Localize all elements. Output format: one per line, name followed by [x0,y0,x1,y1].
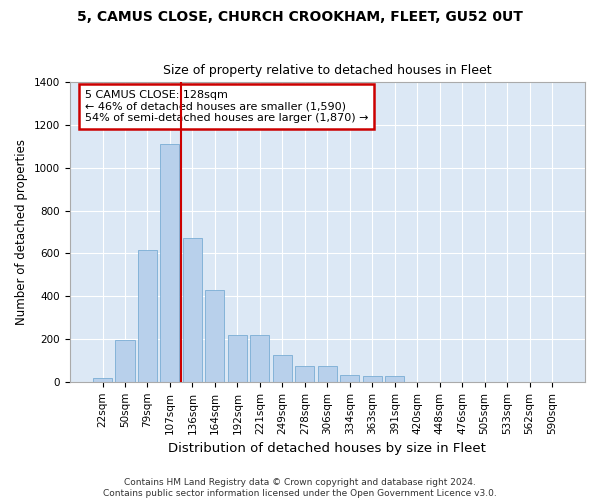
Bar [138,250,157,382]
Bar [385,376,404,382]
Title: Size of property relative to detached houses in Fleet: Size of property relative to detached ho… [163,64,491,77]
Bar [160,144,179,382]
Text: 5, CAMUS CLOSE, CHURCH CROOKHAM, FLEET, GU52 0UT: 5, CAMUS CLOSE, CHURCH CROOKHAM, FLEET, … [77,10,523,24]
Bar [93,378,112,382]
Bar [318,366,337,382]
Bar [228,335,247,382]
Bar [250,335,269,382]
Bar [115,340,134,382]
Bar [295,366,314,382]
Text: 5 CAMUS CLOSE: 128sqm
← 46% of detached houses are smaller (1,590)
54% of semi-d: 5 CAMUS CLOSE: 128sqm ← 46% of detached … [85,90,368,123]
Bar [362,376,382,382]
Bar [340,375,359,382]
X-axis label: Distribution of detached houses by size in Fleet: Distribution of detached houses by size … [169,442,486,455]
Bar [273,355,292,382]
Y-axis label: Number of detached properties: Number of detached properties [15,139,28,325]
Text: Contains HM Land Registry data © Crown copyright and database right 2024.
Contai: Contains HM Land Registry data © Crown c… [103,478,497,498]
Bar [205,290,224,382]
Bar [183,238,202,382]
